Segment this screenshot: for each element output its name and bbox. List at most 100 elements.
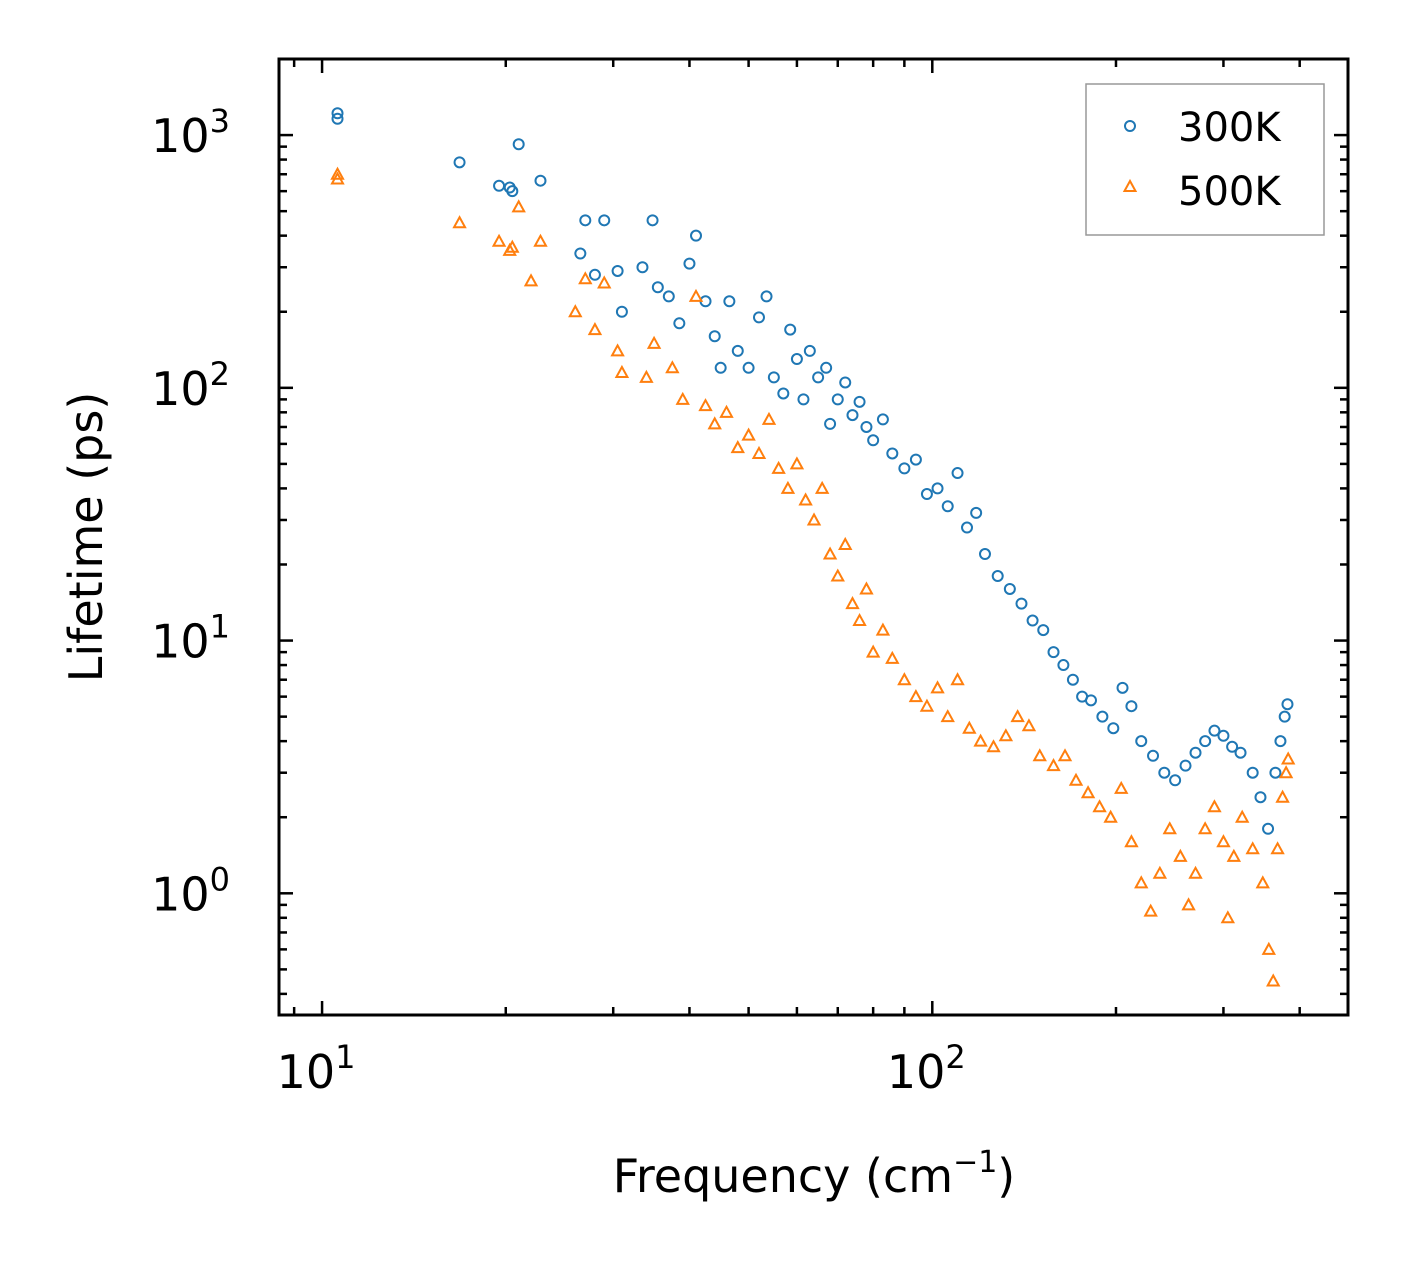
data-point-300k	[1254, 791, 1267, 804]
data-point-300k	[1096, 710, 1109, 723]
data-point-300k	[909, 453, 922, 466]
data-point-500k	[845, 596, 860, 610]
data-point-300k	[867, 434, 880, 447]
data-point-500k	[1278, 765, 1294, 779]
data-point-300k	[1057, 659, 1070, 672]
data-point-300k	[803, 344, 816, 357]
data-point-300k	[1199, 735, 1212, 748]
data-point-500k	[1143, 903, 1158, 917]
data-point-300k	[978, 548, 991, 561]
data-point-500k	[822, 546, 838, 560]
data-point-300k	[784, 323, 797, 336]
x-tick-label: 101	[277, 1038, 356, 1099]
data-point-300k	[1158, 766, 1171, 779]
data-point-500k	[838, 536, 853, 550]
data-point-500k	[1092, 799, 1107, 813]
data-point-500k	[986, 739, 1001, 753]
data-point-500k	[1270, 841, 1285, 855]
data-point-300k	[1047, 646, 1060, 659]
series-300k	[331, 107, 1294, 835]
data-point-300k	[1135, 735, 1148, 748]
data-point-300k	[991, 570, 1004, 583]
data-point-300k	[512, 138, 525, 151]
data-point-300k	[579, 214, 592, 227]
legend-label-500k: 500K	[1178, 169, 1282, 215]
data-point-500k	[1021, 718, 1037, 732]
data-point-500k	[1032, 748, 1047, 762]
data-point-300k	[1274, 735, 1287, 748]
data-point-500k	[1235, 809, 1250, 823]
data-point-500k	[730, 440, 745, 454]
data-point-500k	[646, 335, 662, 349]
data-point-300k	[860, 420, 873, 433]
data-point-300k	[941, 500, 954, 513]
data-point-500k	[639, 369, 654, 383]
data-point-300k	[876, 413, 889, 426]
data-point-300k	[1262, 822, 1275, 835]
data-point-500k	[761, 411, 777, 425]
data-point-500k	[798, 492, 813, 506]
data-point-300k	[662, 290, 675, 303]
data-point-300k	[898, 462, 911, 475]
data-point-300k	[331, 112, 344, 125]
data-point-500k	[614, 364, 630, 378]
data-point-500k	[330, 171, 345, 185]
data-point-300k	[690, 229, 703, 242]
legend-marker-500k	[1122, 178, 1138, 192]
data-point-300k	[1169, 774, 1182, 787]
data-point-500k	[751, 445, 767, 459]
legend-label-300k: 300K	[1178, 105, 1282, 151]
data-point-500k	[533, 233, 548, 247]
y-tick-label: 103	[151, 102, 230, 163]
data-point-500k	[330, 166, 345, 180]
data-point-500k	[998, 728, 1014, 742]
data-point-300k	[1147, 749, 1160, 762]
data-point-300k	[1234, 746, 1247, 759]
data-point-300k	[767, 371, 780, 384]
data-point-500k	[1152, 865, 1168, 879]
data-point-300k	[846, 409, 859, 422]
data-point-300k	[790, 353, 803, 366]
y-tick-label: 102	[151, 355, 230, 416]
data-point-300k	[1116, 681, 1129, 694]
y-axis-title: Lifetime (ps)	[59, 392, 113, 683]
data-point-300k	[714, 361, 727, 374]
data-point-300k	[1015, 597, 1028, 610]
data-point-500k	[885, 650, 900, 664]
data-point-300k	[831, 393, 844, 406]
data-point-500k	[962, 720, 977, 734]
data-point-300k	[1003, 582, 1016, 595]
data-point-300k	[683, 257, 696, 270]
data-point-300k	[615, 305, 628, 318]
data-point-500k	[1173, 848, 1188, 862]
data-point-300k	[1179, 759, 1192, 772]
data-point-500k	[1103, 809, 1118, 823]
data-point-500k	[859, 581, 874, 595]
data-point-500k	[919, 698, 935, 712]
data-point-300k	[1107, 722, 1120, 735]
data-point-500k	[908, 689, 924, 703]
data-point-300k	[1066, 673, 1079, 686]
data-point-300k	[588, 268, 601, 281]
data-point-500k	[568, 304, 583, 318]
data-point-500k	[1261, 941, 1276, 955]
legend-box	[1085, 83, 1325, 236]
data-point-300k	[839, 376, 852, 389]
data-point-500k	[950, 672, 965, 686]
data-point-500k	[1255, 875, 1270, 889]
data-point-500k	[610, 343, 625, 357]
data-point-500k	[1280, 751, 1296, 765]
legend: 300K 500K	[1085, 83, 1325, 236]
data-point-500k	[940, 709, 955, 723]
data-point-500k	[698, 398, 713, 412]
data-point-300k	[931, 482, 944, 495]
data-point-500k	[897, 672, 912, 686]
x-axis-title: Frequency (cm−1)	[613, 1145, 1016, 1203]
data-point-300k	[506, 185, 519, 198]
data-point-300k	[331, 107, 344, 120]
data-point-500k	[1245, 841, 1260, 855]
data-point-300k	[961, 521, 974, 534]
data-point-500k	[1207, 799, 1222, 813]
tick-layer: 101 102 100 101 102 103	[151, 57, 1348, 1099]
